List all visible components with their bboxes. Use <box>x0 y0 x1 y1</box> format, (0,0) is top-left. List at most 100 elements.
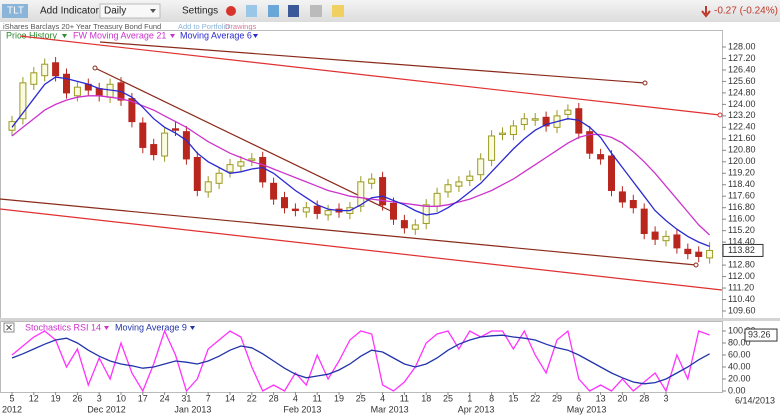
trend-handle[interactable] <box>642 80 648 86</box>
y-tick-label: 117.60 <box>728 191 755 201</box>
legend-stoch[interactable]: Stochastics RSI 14 <box>25 322 101 332</box>
close-icon <box>6 324 12 331</box>
legend-price[interactable]: Price History <box>6 30 58 40</box>
legend-arrow <box>62 34 67 38</box>
y-tick-label: 80.00 <box>728 337 751 347</box>
x-tick-label: 22 <box>247 393 257 403</box>
x-tick-label: 20 <box>617 393 627 403</box>
candle-body <box>629 200 637 209</box>
y-tick-label: 125.60 <box>728 76 756 86</box>
legend-ma9[interactable]: Moving Average 9 <box>115 322 187 332</box>
interval[interactable]: Daily <box>104 6 126 17</box>
trend-line[interactable] <box>99 41 646 84</box>
legend-ma21[interactable]: FW Moving Average 21 <box>73 30 166 40</box>
month-label: 2012 <box>2 404 22 414</box>
x-tick-label: 3 <box>97 393 102 403</box>
settings[interactable]: Settings <box>182 6 218 17</box>
candle-body <box>608 155 615 191</box>
y-tick-label: 60.00 <box>728 349 751 359</box>
icon-twitter[interactable] <box>268 5 279 17</box>
candle-body <box>651 231 659 240</box>
candle-body <box>172 128 179 131</box>
x-tick-label: 6 <box>576 393 581 403</box>
x-tick-label: 7 <box>206 393 211 403</box>
y-tick-label: 110.40 <box>728 294 755 304</box>
candle-body <box>477 158 485 176</box>
trend-line[interactable] <box>19 35 721 116</box>
icon-print[interactable] <box>310 5 322 17</box>
trend-line[interactable] <box>0 198 697 266</box>
trend-handle[interactable] <box>92 65 98 71</box>
candle-body <box>390 202 397 220</box>
y-tick-label: 116.80 <box>728 202 755 212</box>
x-tick-label: 25 <box>443 393 453 403</box>
trend-handle[interactable] <box>717 112 723 118</box>
add-indicator[interactable]: Add Indicator <box>40 6 100 17</box>
candle-body <box>684 248 692 255</box>
last-value: 93.26 <box>748 329 771 339</box>
x-tick-label: 8 <box>489 393 494 403</box>
down-arrow <box>701 6 711 18</box>
add-to-portfolio[interactable]: Add to Portfolio <box>178 22 229 31</box>
x-tick-label: 29 <box>552 393 562 403</box>
y-tick-label: 120.80 <box>728 145 756 155</box>
y-tick-label: 127.20 <box>728 53 756 63</box>
x-tick-label: 3 <box>663 393 668 403</box>
candle-body <box>128 98 136 123</box>
y-tick-label: 128.00 <box>728 41 756 51</box>
candle-body <box>19 82 27 120</box>
x-tick-label: 12 <box>29 393 39 403</box>
legend-ma6[interactable]: Moving Average 6 <box>180 30 252 40</box>
y-tick-label: 115.20 <box>728 225 755 235</box>
symbol[interactable]: TLT <box>7 6 24 17</box>
last-price-box <box>722 243 764 257</box>
y-tick-label: 112.80 <box>728 259 755 269</box>
candle-body <box>706 249 714 259</box>
month-label: Apr 2013 <box>458 404 495 414</box>
icon-facebook[interactable] <box>288 5 299 17</box>
last-value-box <box>744 328 778 342</box>
month-label: Mar 2013 <box>371 404 409 414</box>
icon-share[interactable] <box>246 5 257 17</box>
candle-body <box>357 181 365 207</box>
candle-body <box>95 88 103 97</box>
candle-body <box>215 172 223 184</box>
candle-body <box>161 132 169 157</box>
x-tick-label: 4 <box>293 393 298 403</box>
y-tick-label: 112.00 <box>728 271 755 281</box>
symbol-box[interactable] <box>2 4 28 18</box>
y-tick-label: 126.40 <box>728 64 756 74</box>
interval-select[interactable] <box>99 3 161 19</box>
candle-body <box>488 135 496 161</box>
candle-body <box>281 197 288 209</box>
candle-body <box>368 178 376 184</box>
candle-body <box>8 121 16 131</box>
trend-handle[interactable] <box>693 262 699 268</box>
x-tick-label: 25 <box>356 393 366 403</box>
candle-body <box>270 182 278 200</box>
legend-arrow <box>253 34 258 38</box>
legend-arrow <box>170 34 175 38</box>
trend-line[interactable] <box>94 67 396 214</box>
stoch-panel <box>0 321 723 393</box>
candle-body <box>193 156 201 191</box>
candle-body <box>226 164 234 173</box>
candle-body <box>41 63 49 77</box>
candle-body <box>30 72 38 85</box>
y-tick-label: 116.00 <box>728 214 755 224</box>
x-tick-label: 5 <box>9 393 14 403</box>
series-line <box>11 76 710 248</box>
icon-note[interactable] <box>332 5 344 17</box>
month-label: Jan 2013 <box>174 404 211 414</box>
x-tick-label: 17 <box>138 393 148 403</box>
y-tick-label: 111.20 <box>728 282 754 292</box>
y-tick-label: 114.40 <box>728 237 755 247</box>
drawings[interactable]: Drawings <box>225 22 257 31</box>
candle-body <box>433 192 441 207</box>
candle-body <box>542 116 550 127</box>
trend-line[interactable] <box>0 208 723 291</box>
y-tick-label: 100.00 <box>728 325 756 335</box>
icon-alert[interactable] <box>226 6 236 16</box>
toolbar <box>0 0 780 22</box>
series-line <box>11 329 710 393</box>
